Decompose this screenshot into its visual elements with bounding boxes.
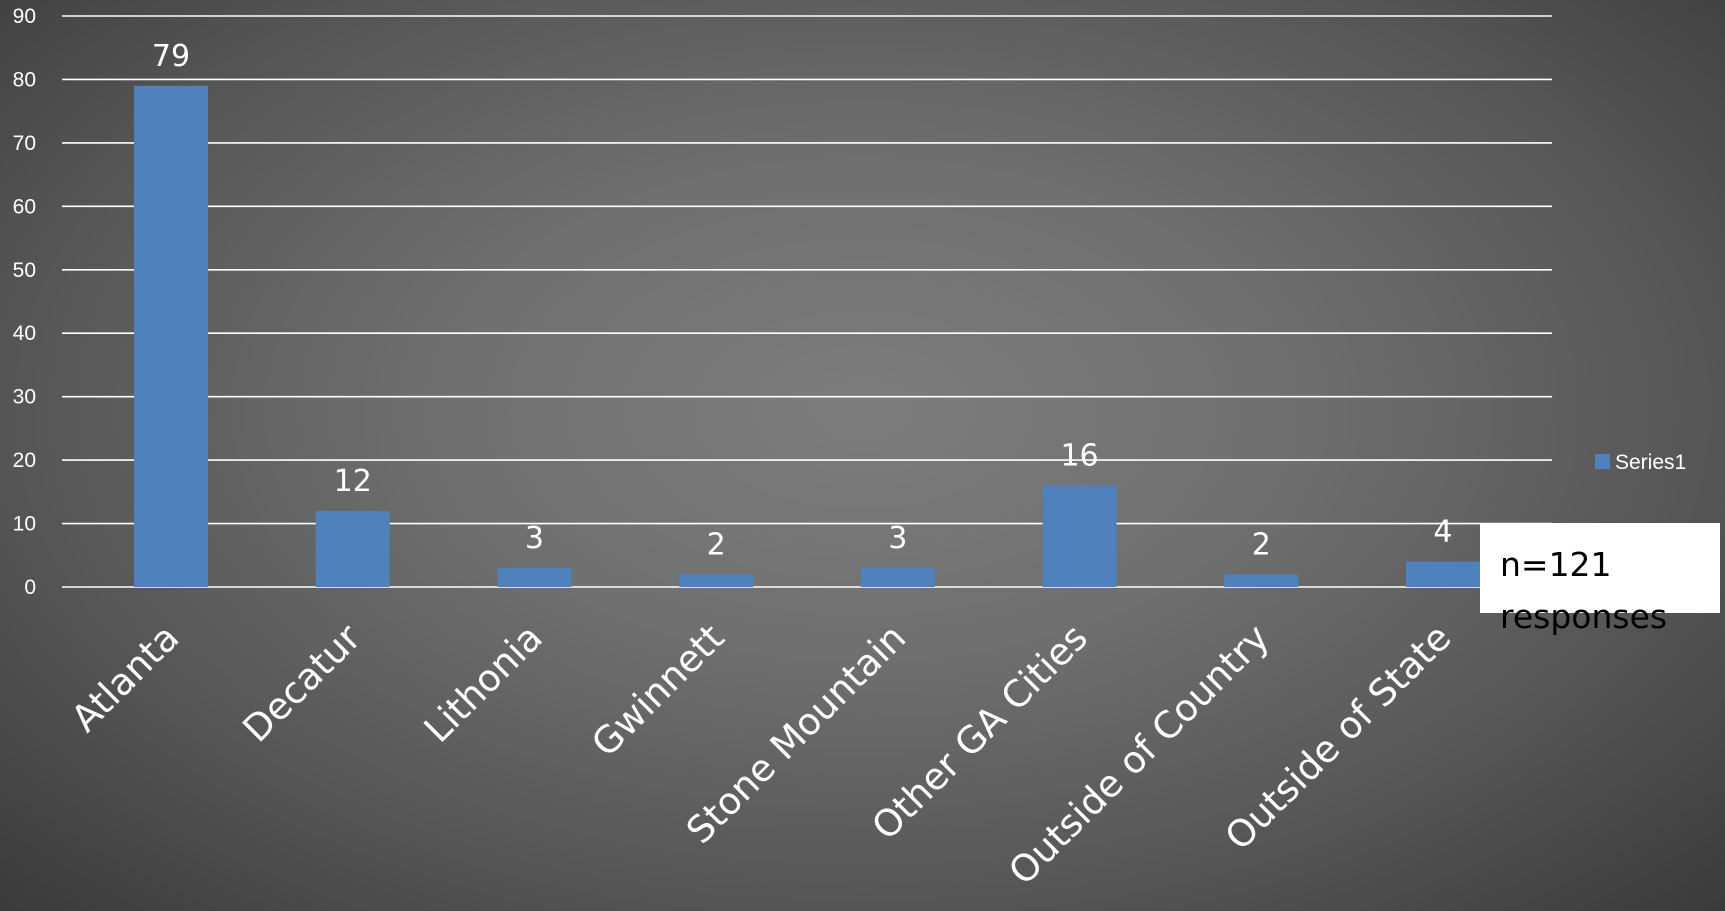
y-tick-label: 40 bbox=[13, 322, 36, 345]
bar bbox=[497, 567, 572, 587]
y-tick-label: 80 bbox=[13, 68, 36, 91]
y-tick-label: 0 bbox=[24, 576, 36, 599]
y-tick-label: 10 bbox=[13, 513, 36, 536]
legend: Series1 bbox=[1595, 451, 1686, 474]
data-label: 16 bbox=[1060, 438, 1098, 473]
data-label: 2 bbox=[707, 527, 726, 562]
sample-size-text: n=121 responses bbox=[1500, 545, 1668, 636]
bar bbox=[315, 510, 390, 587]
x-tick-label: Decatur bbox=[234, 615, 369, 750]
bar bbox=[1042, 485, 1117, 587]
data-labels: 79 12 3 2 3 16 2 4 bbox=[152, 39, 1453, 563]
bars bbox=[134, 85, 1480, 588]
gridlines bbox=[62, 15, 1552, 588]
bar bbox=[1224, 574, 1299, 587]
bar bbox=[860, 567, 935, 587]
data-label: 2 bbox=[1252, 527, 1271, 562]
data-label: 12 bbox=[334, 464, 372, 499]
y-tick-label: 70 bbox=[13, 132, 36, 155]
legend-label: Series1 bbox=[1615, 451, 1686, 474]
data-label: 3 bbox=[888, 521, 907, 556]
x-tick-label: Atlanta bbox=[63, 616, 187, 740]
data-label: 79 bbox=[152, 39, 190, 74]
y-tick-label: 50 bbox=[13, 259, 36, 282]
bar bbox=[679, 574, 754, 587]
data-label: 3 bbox=[525, 521, 544, 556]
bar bbox=[134, 85, 209, 588]
y-tick-label: 60 bbox=[13, 195, 36, 218]
x-tick-label: Lithonia bbox=[416, 616, 551, 751]
y-tick-label: 90 bbox=[13, 5, 36, 28]
data-label: 4 bbox=[1433, 515, 1452, 550]
sample-size-annotation: n=121 responses bbox=[1480, 523, 1720, 636]
y-axis: 0 10 20 30 40 50 60 70 80 90 bbox=[13, 5, 36, 599]
legend-swatch bbox=[1595, 454, 1610, 469]
y-tick-label: 20 bbox=[13, 449, 36, 472]
bar bbox=[1405, 561, 1480, 587]
y-tick-label: 30 bbox=[13, 386, 36, 409]
x-tick-label: Gwinnett bbox=[583, 616, 732, 765]
